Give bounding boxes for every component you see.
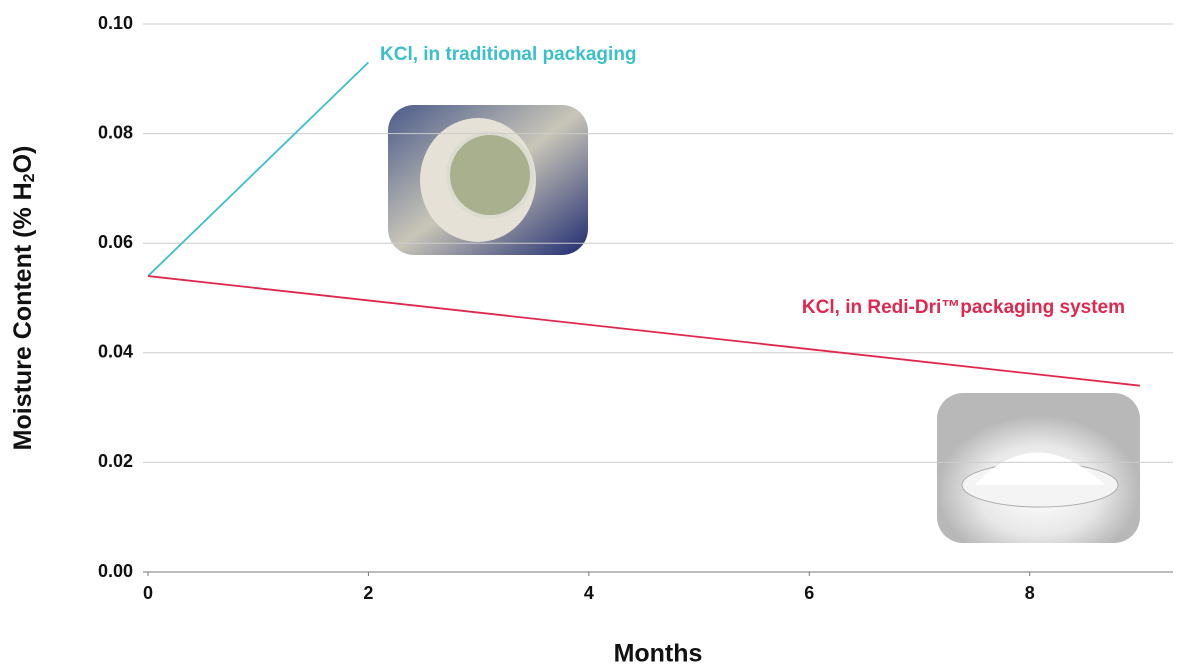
y-axis-title-main: Moisture Content (% H — [9, 182, 37, 450]
y-axis-title-suffix: O) — [9, 146, 37, 174]
x-axis-title: Months — [614, 640, 703, 668]
x-tick-label: 8 — [1025, 583, 1035, 603]
series-line — [147, 61, 370, 277]
y-axis-title: Moisture Content (% H2O) — [9, 146, 39, 451]
x-tick-label: 6 — [804, 583, 814, 603]
y-tick-label: 0.06 — [98, 232, 133, 252]
y-tick-label: 0.00 — [98, 561, 133, 581]
y-tick-label: 0.10 — [98, 13, 133, 33]
x-tick-label: 0 — [143, 583, 153, 603]
series-label: KCl, in traditional packaging — [380, 44, 637, 65]
series-label: KCl, in Redi-Dri™packaging system — [802, 297, 1125, 318]
y-tick-label: 0.02 — [98, 451, 133, 471]
photo-traditional — [388, 105, 588, 255]
series-line — [147, 275, 1141, 387]
photo-redi-dri — [937, 393, 1140, 543]
y-tick-label: 0.08 — [98, 122, 133, 142]
y-tick-label: 0.04 — [98, 342, 133, 362]
x-tick-label: 4 — [584, 583, 594, 603]
x-tick-label: 2 — [363, 583, 373, 603]
y-axis-title-subscript: 2 — [21, 173, 38, 182]
